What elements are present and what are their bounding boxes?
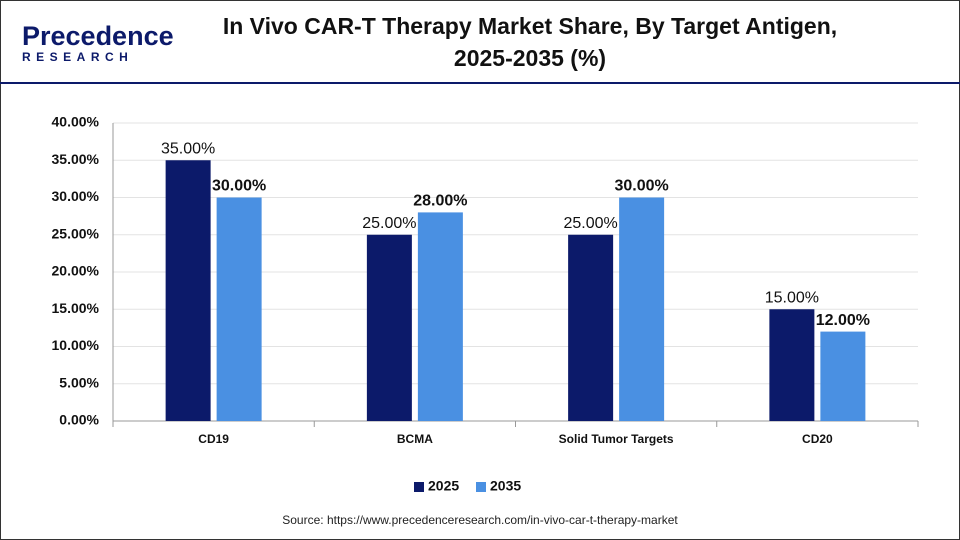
y-tick-label: 40.00% bbox=[52, 114, 100, 130]
logo-name: Precedence bbox=[22, 21, 174, 51]
bar bbox=[165, 160, 211, 421]
legend-swatch bbox=[476, 482, 486, 492]
value-label: 15.00% bbox=[765, 289, 819, 306]
bar bbox=[417, 212, 463, 421]
bar bbox=[366, 234, 412, 421]
source: Source: https://www.precedenceresearch.c… bbox=[282, 513, 678, 527]
bar bbox=[568, 234, 614, 421]
value-label: 30.00% bbox=[212, 178, 266, 195]
y-tick-label: 25.00% bbox=[52, 225, 100, 241]
legend-label: 2035 bbox=[490, 478, 521, 494]
y-tick-label: 0.00% bbox=[59, 412, 99, 428]
bar bbox=[619, 197, 665, 421]
value-label: 28.00% bbox=[413, 193, 467, 210]
y-tick-label: 35.00% bbox=[52, 151, 100, 167]
x-tick-label: CD19 bbox=[198, 432, 229, 446]
value-label: 12.00% bbox=[816, 312, 870, 329]
x-tick-label: Solid Tumor Targets bbox=[559, 432, 674, 446]
bar bbox=[769, 309, 815, 421]
y-tick-label: 30.00% bbox=[52, 188, 100, 204]
y-tick-label: 20.00% bbox=[52, 263, 100, 279]
y-tick-label: 10.00% bbox=[52, 337, 100, 353]
chart-title: In Vivo CAR-T Therapy Market Share, By T… bbox=[222, 13, 838, 71]
value-label: 35.00% bbox=[161, 140, 215, 157]
value-label: 25.00% bbox=[362, 215, 416, 232]
bar bbox=[216, 197, 262, 421]
y-tick-label: 15.00% bbox=[52, 300, 100, 316]
legend-label: 2025 bbox=[428, 478, 459, 494]
value-label: 30.00% bbox=[614, 178, 668, 195]
legend-swatch bbox=[414, 482, 424, 492]
bar bbox=[820, 331, 866, 421]
y-tick-label: 5.00% bbox=[59, 374, 99, 390]
x-tick-label: CD20 bbox=[802, 432, 833, 446]
logo-tagline: RESEARCH bbox=[22, 50, 133, 64]
x-tick-label: BCMA bbox=[397, 432, 433, 446]
value-label: 25.00% bbox=[563, 215, 617, 232]
